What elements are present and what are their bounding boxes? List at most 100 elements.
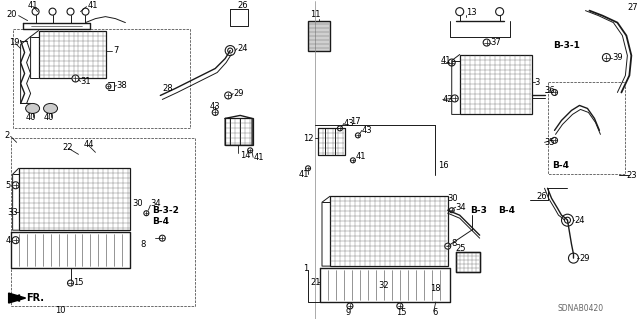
Text: 10: 10 xyxy=(56,306,66,315)
Text: 44: 44 xyxy=(83,140,94,149)
Text: 26: 26 xyxy=(536,192,547,201)
Circle shape xyxy=(228,48,233,53)
Text: 32: 32 xyxy=(378,281,388,290)
Text: 35: 35 xyxy=(545,138,555,147)
Text: 6: 6 xyxy=(433,308,438,316)
Text: 28: 28 xyxy=(163,84,173,93)
Circle shape xyxy=(451,95,458,102)
Ellipse shape xyxy=(44,103,58,114)
Text: B-4: B-4 xyxy=(552,161,570,170)
Text: 2: 2 xyxy=(4,131,10,140)
Text: 17: 17 xyxy=(350,117,360,126)
Text: B-3-2: B-3-2 xyxy=(152,206,179,215)
Text: 21: 21 xyxy=(310,278,321,286)
Bar xyxy=(19,168,131,230)
Circle shape xyxy=(225,92,232,99)
Text: SDNAB0420: SDNAB0420 xyxy=(557,303,604,313)
Bar xyxy=(318,128,345,155)
Text: 24: 24 xyxy=(237,44,248,53)
Text: 43: 43 xyxy=(362,126,372,135)
Text: 24: 24 xyxy=(575,216,585,225)
Circle shape xyxy=(72,75,79,82)
Text: 43: 43 xyxy=(344,119,355,128)
Bar xyxy=(38,31,106,78)
Text: 41: 41 xyxy=(88,1,98,10)
Bar xyxy=(225,118,253,145)
Circle shape xyxy=(347,303,353,309)
Text: 15: 15 xyxy=(396,308,406,316)
Text: 41: 41 xyxy=(28,1,38,10)
Polygon shape xyxy=(8,293,26,303)
Text: 33: 33 xyxy=(8,208,19,217)
Text: 41: 41 xyxy=(253,153,264,162)
Text: B-3: B-3 xyxy=(470,206,486,215)
Text: 7: 7 xyxy=(113,46,119,55)
Text: 40: 40 xyxy=(44,113,54,122)
Text: 42: 42 xyxy=(443,95,453,104)
Circle shape xyxy=(448,59,455,66)
Text: 23: 23 xyxy=(627,171,637,180)
Text: 19: 19 xyxy=(8,38,19,47)
Text: B-4: B-4 xyxy=(498,206,515,215)
Text: 16: 16 xyxy=(438,161,449,170)
Bar xyxy=(11,138,195,306)
Text: 11: 11 xyxy=(310,10,321,19)
Text: 4: 4 xyxy=(6,236,11,245)
Bar xyxy=(548,83,625,174)
Text: 15: 15 xyxy=(74,278,84,286)
Circle shape xyxy=(49,8,56,15)
Text: 12: 12 xyxy=(303,134,314,143)
Circle shape xyxy=(602,54,611,62)
Circle shape xyxy=(67,8,74,15)
Text: 9: 9 xyxy=(346,308,351,316)
Text: 18: 18 xyxy=(430,284,440,293)
Text: 22: 22 xyxy=(63,143,73,152)
Text: 30: 30 xyxy=(448,194,458,203)
Text: 41: 41 xyxy=(441,56,451,65)
Circle shape xyxy=(337,126,342,131)
Circle shape xyxy=(32,8,39,15)
Circle shape xyxy=(305,166,310,171)
Circle shape xyxy=(495,8,504,16)
Circle shape xyxy=(82,8,89,15)
Text: 13: 13 xyxy=(466,8,476,17)
Text: 14: 14 xyxy=(240,151,251,160)
Text: 38: 38 xyxy=(116,81,127,90)
Ellipse shape xyxy=(26,103,40,114)
Text: 29: 29 xyxy=(233,89,244,98)
Text: B-4: B-4 xyxy=(152,217,170,226)
Circle shape xyxy=(552,89,557,95)
Circle shape xyxy=(561,214,573,226)
Circle shape xyxy=(351,158,355,163)
Circle shape xyxy=(159,235,165,241)
Bar xyxy=(456,252,479,272)
Text: 39: 39 xyxy=(612,53,623,62)
Bar xyxy=(460,55,532,115)
Circle shape xyxy=(12,182,19,189)
Circle shape xyxy=(144,211,149,216)
Text: 29: 29 xyxy=(579,254,590,263)
Circle shape xyxy=(397,303,403,309)
Text: 40: 40 xyxy=(26,113,36,122)
Circle shape xyxy=(456,8,464,16)
Text: 25: 25 xyxy=(456,244,466,253)
Text: 8: 8 xyxy=(452,239,457,248)
Circle shape xyxy=(12,237,19,244)
Text: 34: 34 xyxy=(150,199,161,208)
Circle shape xyxy=(568,253,579,263)
Circle shape xyxy=(212,109,218,115)
Text: 3: 3 xyxy=(534,78,540,87)
Text: FR.: FR. xyxy=(27,293,45,303)
Text: 1: 1 xyxy=(303,263,308,273)
Text: 31: 31 xyxy=(81,77,91,86)
Text: 41: 41 xyxy=(356,152,367,161)
Circle shape xyxy=(225,46,235,56)
Circle shape xyxy=(564,217,570,223)
Bar xyxy=(330,196,448,266)
Text: 30: 30 xyxy=(132,199,143,208)
Text: 43: 43 xyxy=(209,102,220,111)
Text: 26: 26 xyxy=(237,1,248,10)
Bar xyxy=(308,21,330,50)
Text: 20: 20 xyxy=(6,10,17,19)
Text: B-3-1: B-3-1 xyxy=(554,41,580,50)
